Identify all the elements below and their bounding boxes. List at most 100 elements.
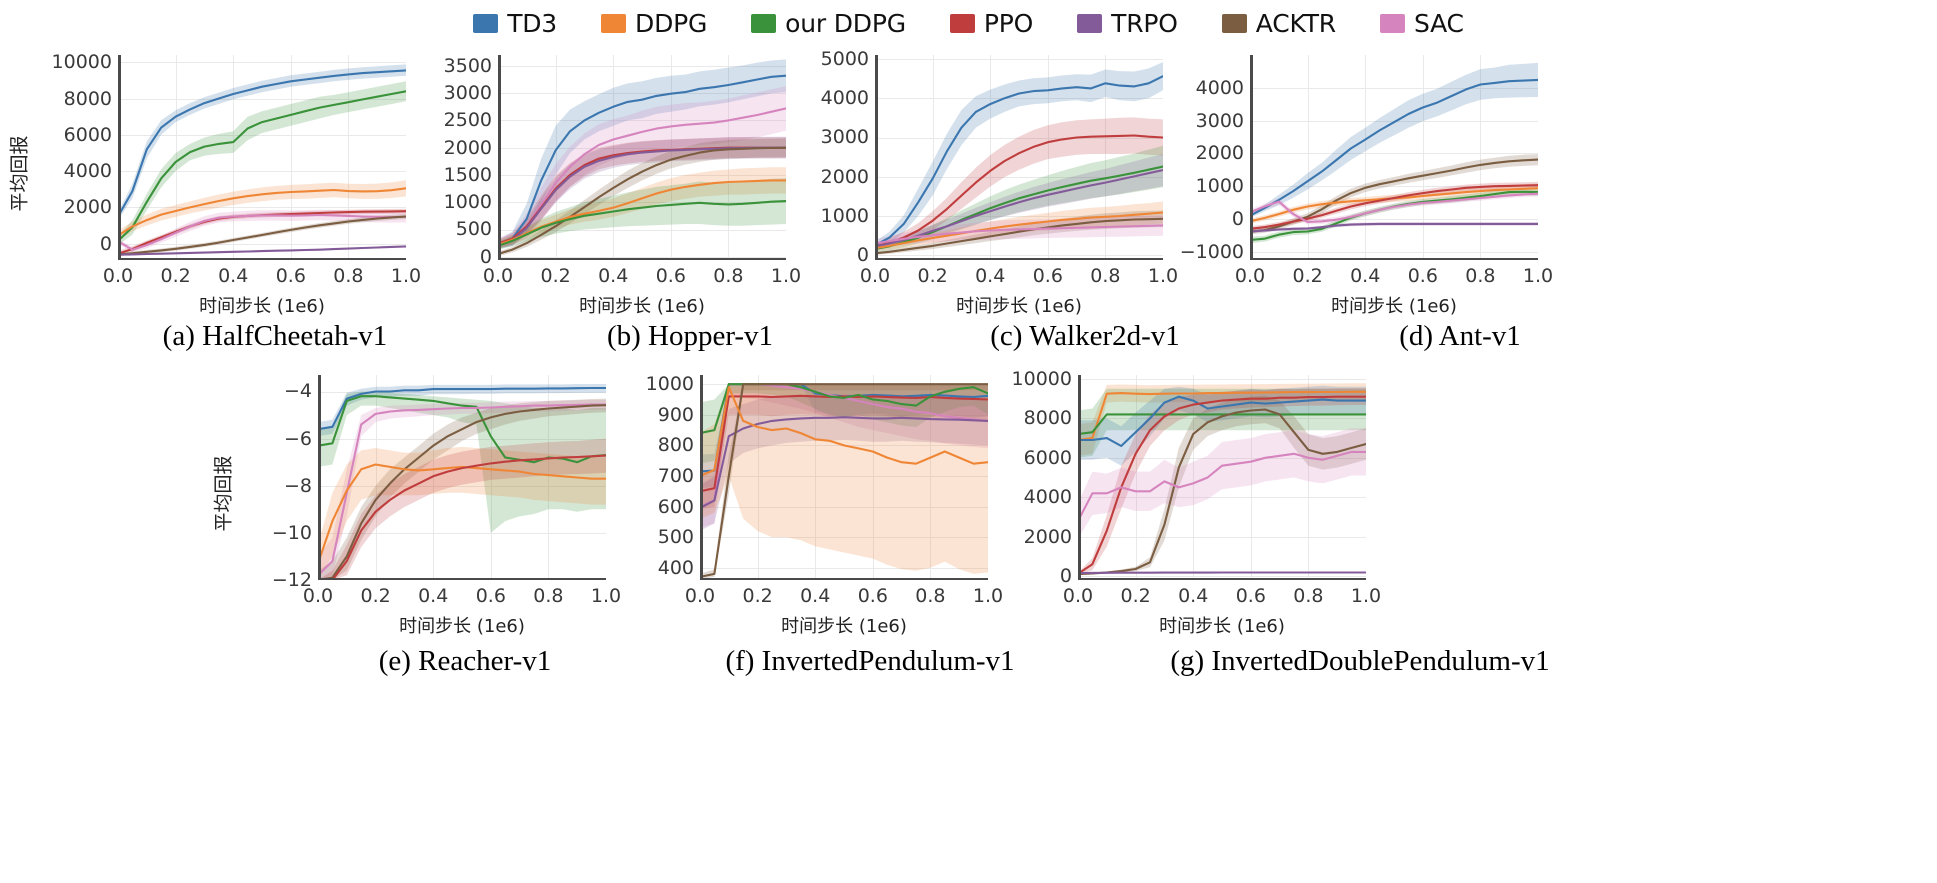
y-axis-label: 平均回报 — [8, 135, 31, 212]
legend-item-sac[interactable]: SAC — [1379, 8, 1464, 38]
legend-swatch-trpo — [1077, 13, 1103, 33]
confidence-band-td3 — [1250, 62, 1538, 218]
legend-item-td3[interactable]: TD3 — [473, 11, 557, 36]
subplot-invertedpendulum: 400 500 600 700 800 900 1000 0.0 0.2 0.4 0.6 0.8 1.0… — [646, 373, 1003, 650]
series-line-our-ddpg — [118, 90, 406, 243]
series-line-trpo — [1250, 222, 1538, 233]
curves-ant — [1250, 62, 1538, 244]
y-axis-label: 平均回报 — [212, 455, 235, 532]
y-tick-label: 2000 — [443, 136, 492, 159]
gridline-vertical — [290, 55, 292, 260]
gridline-horizontal — [875, 137, 1163, 139]
gridline-vertical — [990, 55, 992, 260]
confidence-band-ddpg — [1250, 183, 1538, 224]
y-tick-label: 10000 — [1011, 367, 1072, 390]
confidence-band-ddpg — [1078, 383, 1366, 456]
gridline-horizontal — [1078, 497, 1366, 499]
x-tick-label: 0.8 — [333, 265, 364, 287]
gridline-horizontal — [318, 485, 606, 487]
legend-item-ppo[interactable]: PPO — [949, 11, 1033, 36]
x-tick-label: 0.6 — [857, 585, 888, 607]
legend-item-ddpg[interactable]: DDPG — [601, 11, 707, 36]
subplot-caption-inverteddoublependulum: (g) InvertedDoublePendulum-v1 — [1170, 645, 1550, 677]
gridline-horizontal — [498, 65, 786, 67]
gridline-horizontal — [498, 202, 786, 204]
y-tick-label: −6 — [283, 427, 312, 450]
y-tick-label: 2500 — [443, 109, 492, 132]
gridline-vertical — [490, 375, 492, 580]
gridline-vertical — [1250, 375, 1252, 580]
legend-item-trpo[interactable]: TRPO — [1077, 11, 1178, 36]
series-line-trpo — [700, 416, 988, 510]
legend-swatch-sac — [1379, 13, 1405, 33]
confidence-band-our-ddpg — [700, 384, 988, 464]
x-tick-label: 0.2 — [360, 585, 391, 607]
x-tick-label: 0.0 — [302, 585, 334, 607]
subplot-reacher: −12 −10 −8 −6 −4 0.0 0.2 0.4 0.6 0.8 1.0 时间步长 (1e6) — [272, 375, 621, 650]
gridline-horizontal — [1078, 418, 1366, 420]
gridline-horizontal — [1078, 378, 1366, 380]
x-axis-label: 时间步长 (1e6) — [199, 296, 325, 317]
curves-inverteddoublependulum — [1078, 383, 1366, 576]
subplot-caption-ant: (d) Ant-v1 — [1399, 320, 1521, 352]
x-axis-label: 时间步长 (1e6) — [1331, 296, 1457, 317]
legend-swatch-ppo — [949, 13, 975, 33]
gridline-vertical — [1193, 375, 1195, 580]
legend-swatch-td3 — [473, 13, 499, 33]
gridline-horizontal — [875, 176, 1163, 178]
gridline-vertical — [932, 55, 934, 260]
gridline-vertical — [1480, 55, 1482, 260]
gridline-horizontal — [875, 58, 1163, 60]
y-axis-spine — [1078, 375, 1081, 580]
series-line-acktr — [318, 404, 606, 580]
x-axis-label: 时间步长 (1e6) — [781, 616, 907, 637]
legend-label-sac: SAC — [1413, 8, 1464, 38]
x-axis-label: 时间步长 (1e6) — [399, 616, 525, 637]
gridline-horizontal — [318, 438, 606, 440]
confidence-band-ddpg — [875, 201, 1163, 252]
gridline-horizontal — [118, 62, 406, 64]
y-tick-label: 1000 — [1195, 175, 1244, 198]
y-tick-label: 3000 — [820, 126, 869, 149]
confidence-band-our-ddpg — [1078, 388, 1366, 458]
x-tick-label: 0.0 — [1234, 265, 1266, 287]
confidence-band-ppo — [1078, 388, 1366, 575]
x-tick-label: 0.2 — [917, 265, 948, 287]
y-tick-label: −4 — [283, 380, 312, 403]
x-tick-label: 0.6 — [655, 265, 686, 287]
y-tick-label: 2000 — [820, 165, 869, 188]
subplot-caption-walker2d: (c) Walker2d-v1 — [990, 320, 1180, 352]
gridline-horizontal — [1078, 576, 1366, 578]
gridline-horizontal — [1250, 153, 1538, 155]
gridline-vertical — [1307, 55, 1309, 260]
x-tick-label: 0.4 — [598, 265, 629, 287]
y-tick-label: 2000 — [1023, 525, 1072, 548]
x-axis-label: 时间步长 (1e6) — [956, 296, 1082, 317]
x-tick-label: 1.0 — [1147, 265, 1179, 287]
x-tick-label: 0.8 — [533, 585, 564, 607]
confidence-band-our-ddpg — [318, 391, 606, 533]
y-tick-label: −1000 — [1179, 240, 1244, 263]
gridline-vertical — [1422, 55, 1424, 260]
gridline-vertical — [1365, 55, 1367, 260]
legend-swatch-acktr — [1221, 13, 1247, 33]
gridline-vertical — [670, 55, 672, 260]
series-line-acktr — [875, 217, 1163, 255]
gridline-horizontal — [498, 93, 786, 95]
gridline-horizontal — [700, 414, 988, 416]
x-axis-spine — [1250, 257, 1538, 260]
y-tick-label: 4000 — [63, 160, 112, 183]
legend-item-our_ddpg[interactable]: our DDPG — [751, 11, 906, 36]
y-tick-label: 500 — [455, 218, 492, 241]
subplot-caption-hopper: (b) Hopper-v1 — [606, 320, 774, 352]
gridline-horizontal — [1250, 251, 1538, 253]
x-tick-label: 1.0 — [1522, 265, 1554, 287]
confidence-band-acktr — [1078, 395, 1366, 575]
gridline-horizontal — [118, 243, 406, 245]
y-tick-label: 600 — [657, 495, 694, 518]
series-line-td3 — [1078, 395, 1366, 448]
legend-item-acktr[interactable]: ACKTR — [1221, 11, 1336, 36]
x-axis-spine — [498, 257, 786, 260]
subplot-hopper: 0 500 1000 1500 2000 2500 3000 3500 0.0 0.2 0.4 0.6… — [444, 55, 801, 330]
